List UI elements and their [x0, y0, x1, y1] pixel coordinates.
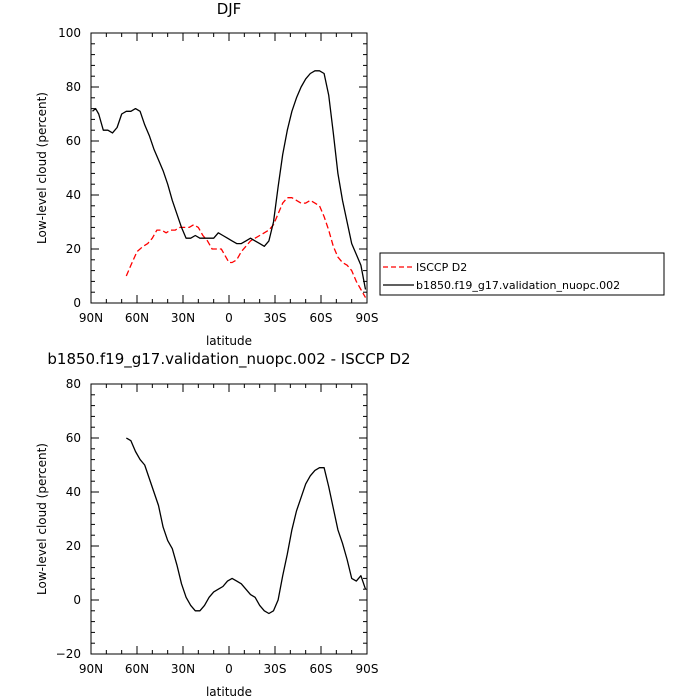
legend-box [379, 252, 665, 296]
y-tick-label: 0 [73, 593, 81, 607]
x-axis-label: latitude [206, 685, 252, 699]
series-line-0 [125, 197, 367, 298]
x-tick-label: 60S [310, 662, 333, 676]
x-tick-label: 30S [264, 311, 287, 325]
x-tick-label: 30N [171, 662, 195, 676]
plot-frame [90, 383, 368, 655]
x-tick-label: 90S [356, 311, 379, 325]
x-tick-label: 60S [310, 311, 333, 325]
y-tick-label: 0 [73, 296, 81, 310]
chart-panel-top: DJF 90N 60N 30N 0 30S 60S 90S 0 20 40 60 80 100 lati… [35, 0, 665, 348]
y-tick-label: 100 [58, 26, 81, 40]
plot-frame [90, 32, 368, 304]
x-axis-label: latitude [206, 334, 252, 348]
y-axis-label: Low-level cloud (percent) [35, 443, 49, 595]
series-line-1 [92, 70, 367, 290]
y-tick-label: −20 [56, 647, 81, 661]
y-tick-label: 60 [66, 134, 81, 148]
y-tick-label: 40 [66, 188, 81, 202]
x-tick-label: 90N [79, 662, 103, 676]
x-tick-label: 30N [171, 311, 195, 325]
y-tick-label: 20 [66, 242, 81, 256]
y-tick-label: 80 [66, 377, 81, 391]
legend-label-model: b1850.f19_g17.validation_nuopc.002 [416, 279, 620, 292]
y-tick-label: 60 [66, 431, 81, 445]
chart-title: DJF [217, 0, 242, 18]
legend-label-isccp: ISCCP D2 [416, 261, 467, 274]
y-axis-label: Low-level cloud (percent) [35, 92, 49, 244]
x-tick-label: 60N [125, 662, 149, 676]
y-tick-label: 20 [66, 539, 81, 553]
chart-panel-bottom: b1850.f19_g17.validation_nuopc.002 - ISC… [35, 350, 411, 699]
y-tick-label: 40 [66, 485, 81, 499]
plot-area: 90N 60N 30N 0 30S 60S 90S −20 0 20 40 60 80 [56, 377, 379, 676]
chart-title: b1850.f19_g17.validation_nuopc.002 - ISC… [47, 350, 410, 369]
x-tick-label: 30S [264, 662, 287, 676]
x-tick-label: 90N [79, 311, 103, 325]
legend: ISCCP D2 b1850.f19_g17.validation_nuopc.… [379, 252, 665, 296]
y-tick-label: 80 [66, 80, 81, 94]
series-line-0 [125, 437, 367, 615]
x-tick-label: 0 [225, 311, 233, 325]
plot-area: 90N 60N 30N 0 30S 60S 90S 0 20 40 60 80 100 [58, 26, 378, 325]
x-tick-label: 90S [356, 662, 379, 676]
x-tick-label: 0 [225, 662, 233, 676]
x-tick-label: 60N [125, 311, 149, 325]
